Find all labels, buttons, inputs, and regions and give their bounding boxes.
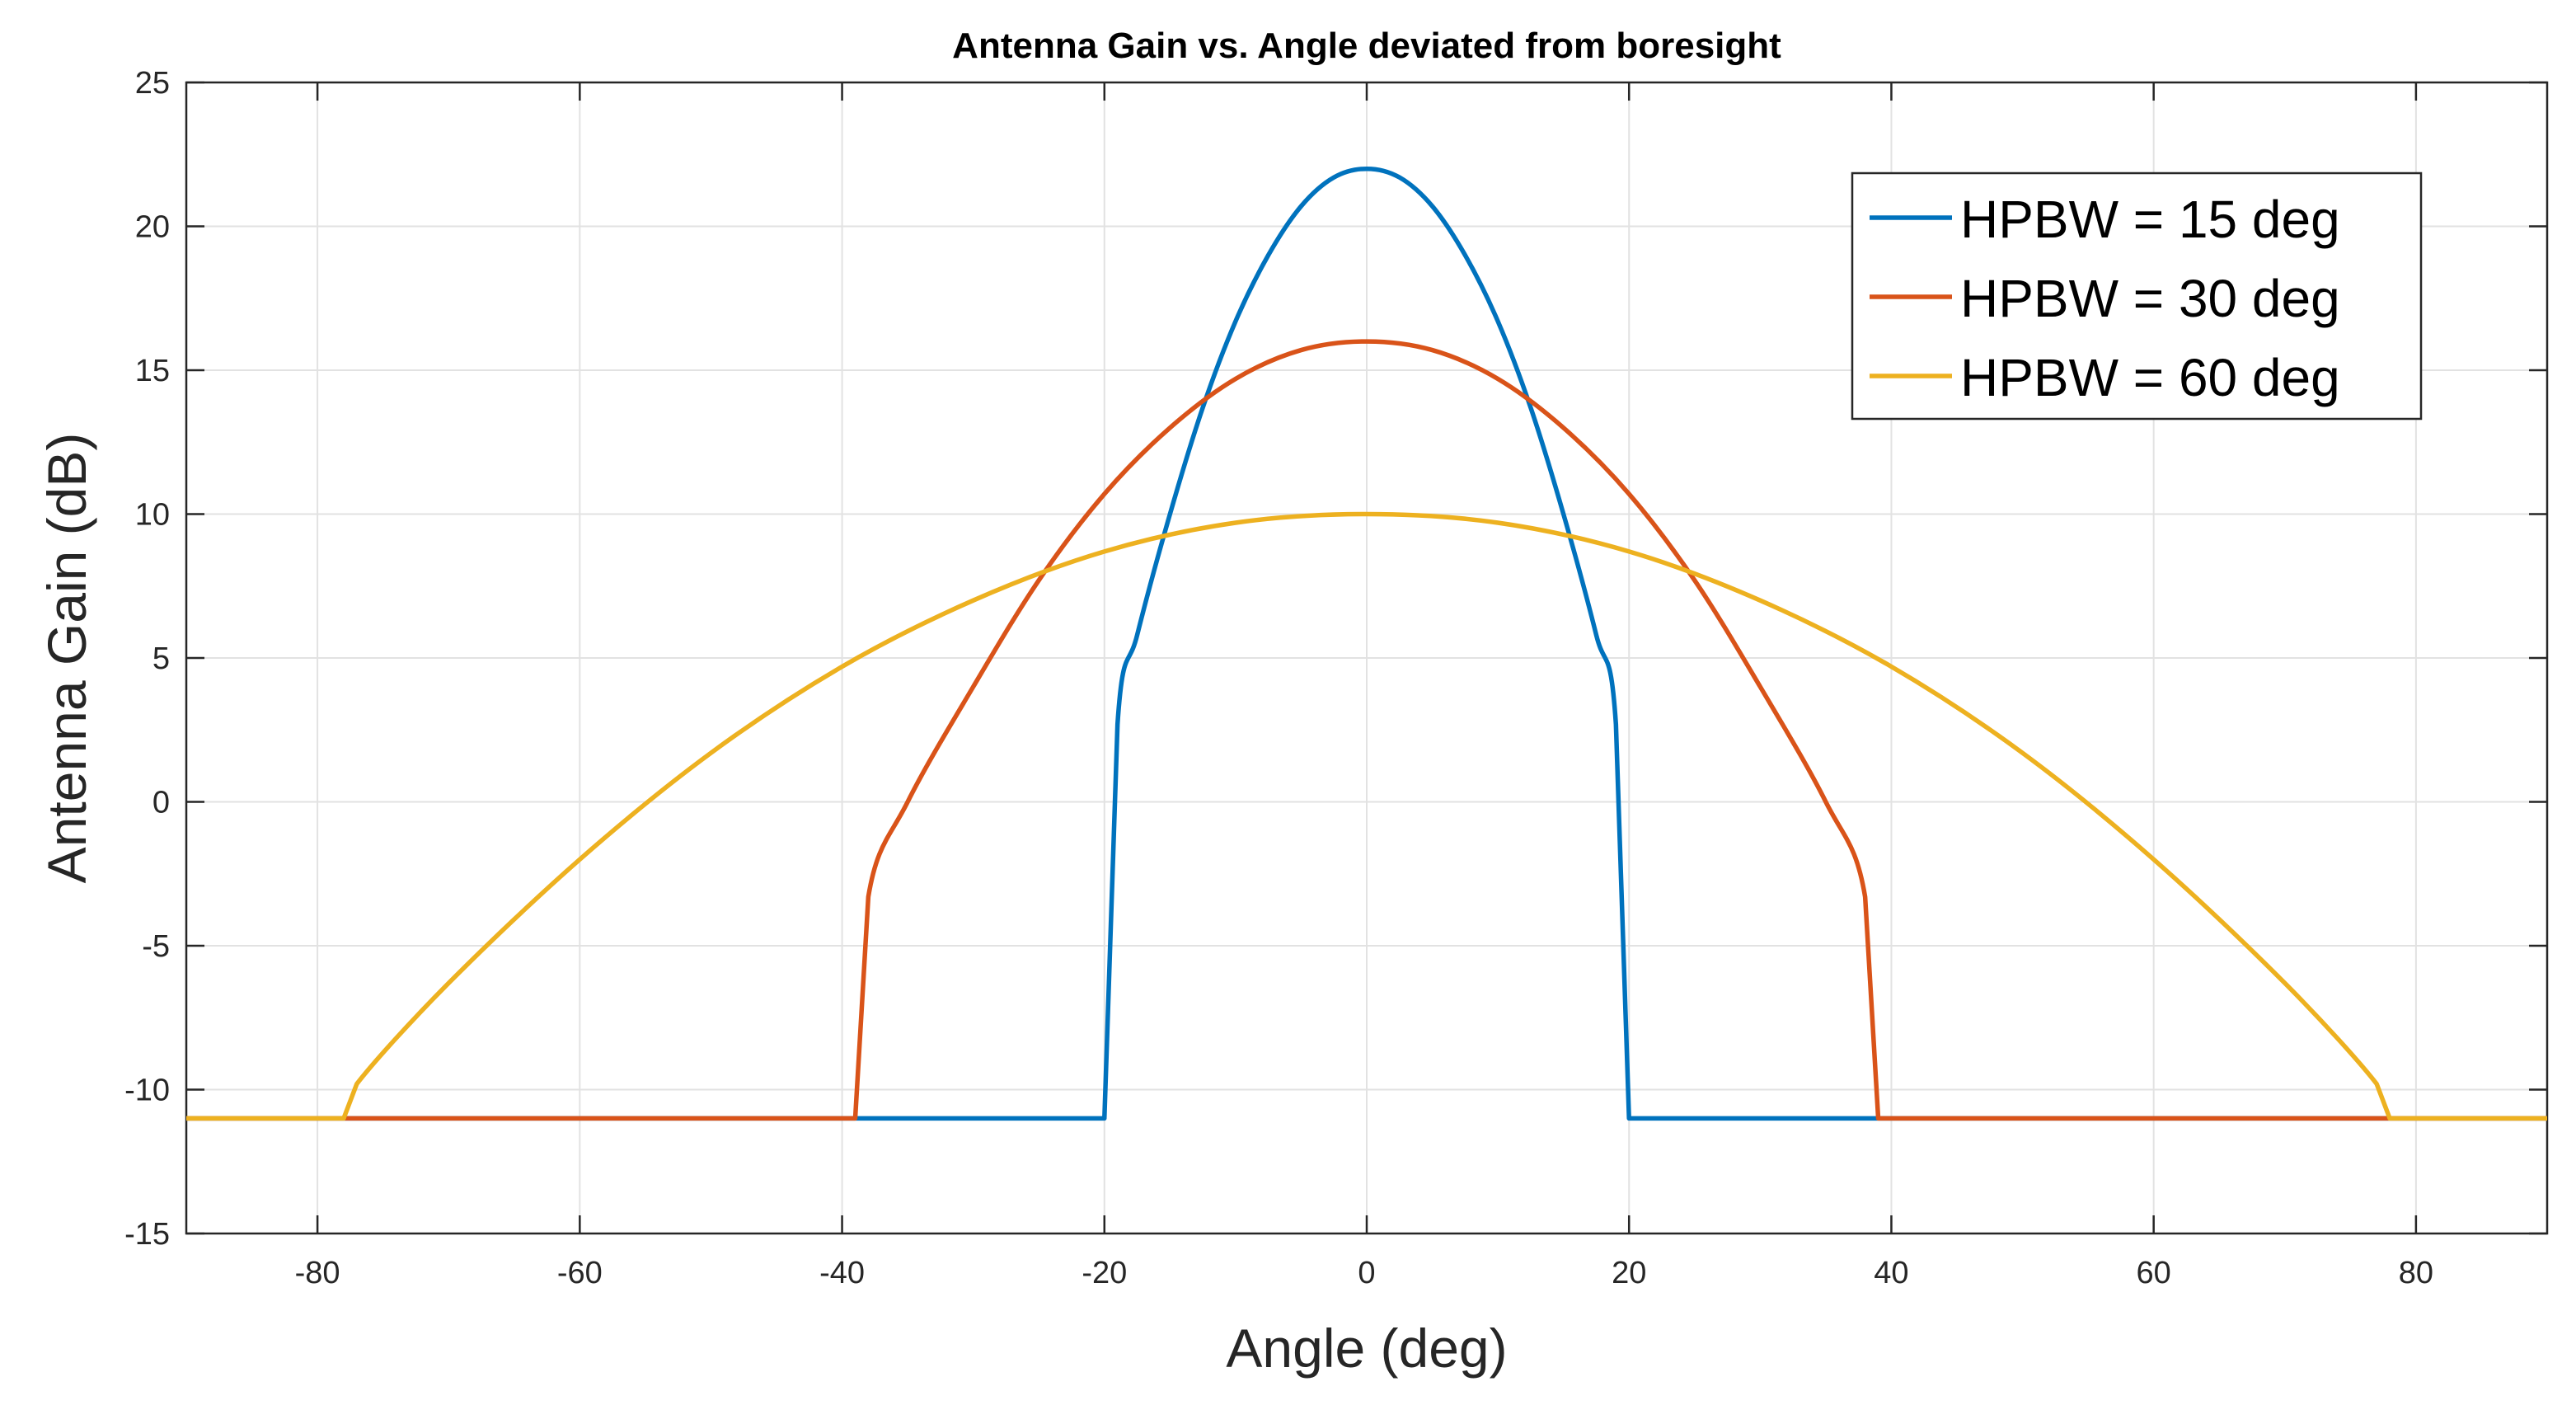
axis-ticks: -80 -60 -40 -20 0 20 40 60 80 -15 -10 -5 0 5 10 15 20 25 [124, 66, 2547, 1290]
x-tick-label: -60 [557, 1256, 603, 1290]
x-tick-label: -80 [295, 1256, 340, 1290]
x-tick-label: 80 [2399, 1256, 2433, 1290]
y-tick-label: 10 [135, 498, 170, 533]
legend-label-hpbw-30: HPBW = 30 deg [1960, 269, 2340, 328]
legend-label-hpbw-15: HPBW = 15 deg [1960, 190, 2340, 249]
y-tick-label: 20 [135, 210, 170, 245]
y-axis-label: Antenna Gain (dB) [36, 433, 97, 884]
x-tick-label: -20 [1082, 1256, 1127, 1290]
x-tick-label: 60 [2137, 1256, 2171, 1290]
y-tick-label: -10 [124, 1074, 170, 1108]
series-line-hpbw-30 [186, 339, 2547, 1121]
chart-title: Antenna Gain vs. Angle deviated from bor… [952, 26, 1781, 66]
y-tick-label: 0 [152, 786, 170, 820]
x-tick-label: 0 [1358, 1256, 1375, 1290]
series-layer [186, 166, 2547, 1121]
x-tick-label: 40 [1874, 1256, 1908, 1290]
legend: HPBW = 15 deg HPBW = 30 deg HPBW = 60 de… [1851, 172, 2423, 421]
series-line-hpbw-60 [186, 511, 2547, 1121]
x-tick-label: -40 [819, 1256, 865, 1290]
series-line-hpbw-15 [186, 166, 2547, 1121]
y-tick-label: -5 [142, 929, 170, 964]
y-tick-label: 25 [135, 66, 170, 101]
y-tick-label: 15 [135, 354, 170, 388]
x-tick-label: 20 [1612, 1256, 1646, 1290]
legend-label-hpbw-60: HPBW = 60 deg [1960, 348, 2340, 407]
x-axis-label: Angle (deg) [1226, 1318, 1507, 1379]
y-tick-label: -15 [124, 1217, 170, 1252]
y-tick-label: 5 [152, 641, 170, 676]
